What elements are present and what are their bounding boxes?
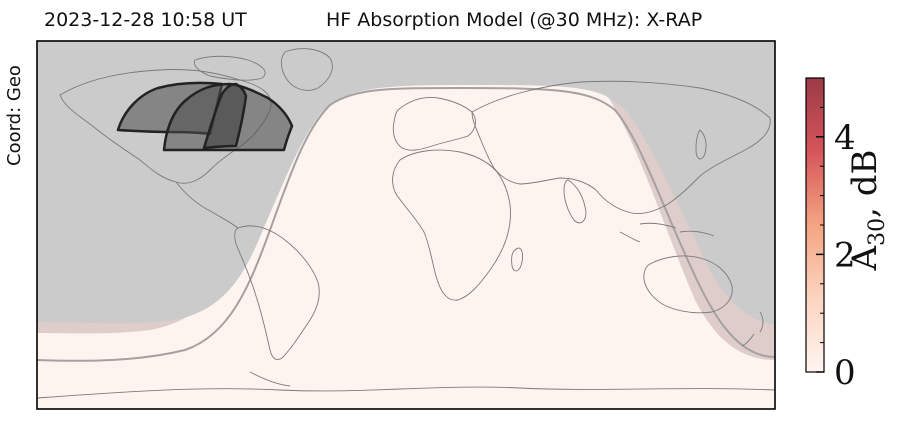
terminator-line	[37, 86, 775, 362]
map-frame	[36, 40, 776, 410]
colorbar-tick-label: 0	[834, 353, 856, 393]
plot-title: HF Absorption Model (@30 MHz): X-RAP	[326, 9, 703, 31]
colorbar-ticks: 0 2 4	[816, 77, 856, 393]
colorbar-label: A30, dB	[845, 150, 890, 272]
absorption-regions	[116, 81, 294, 152]
colorbar-tick-label: 4	[834, 118, 856, 158]
absorption-region-3	[202, 82, 248, 150]
coastlines	[37, 48, 775, 399]
timestamp: 2023-12-28 10:58 UT	[44, 9, 247, 31]
colorbar: 0 2 4 A30, dB	[805, 77, 890, 393]
map-area	[37, 41, 775, 409]
colorbar-tick-label: 2	[834, 235, 856, 275]
